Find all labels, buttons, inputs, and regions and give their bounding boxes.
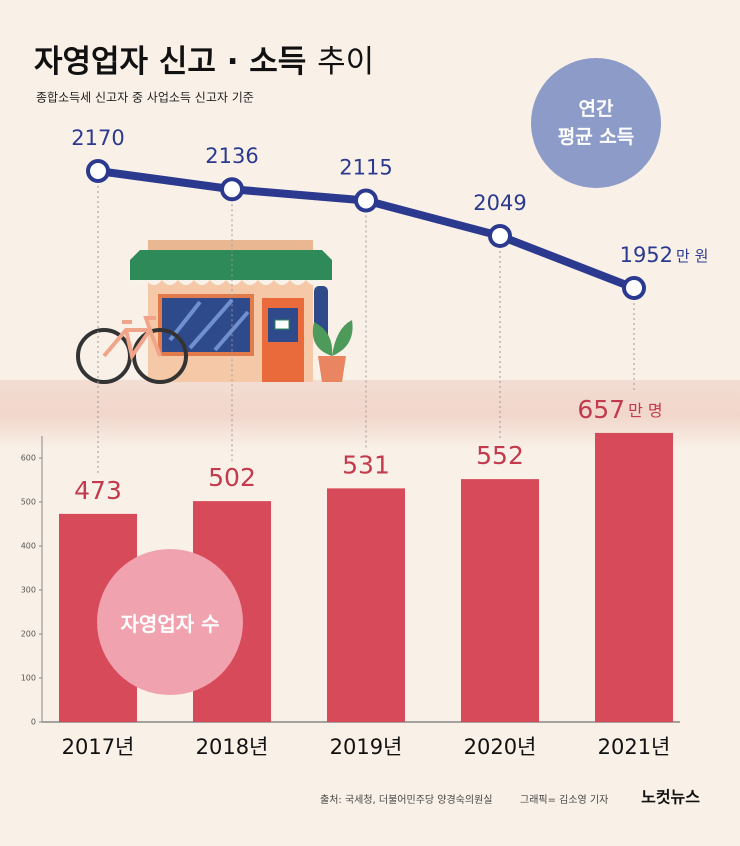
source: 출처: 국세청, 더불어민주당 양경숙의원실 xyxy=(320,793,492,806)
bar-value-label: 531 xyxy=(342,450,390,479)
bar-series-label: 자영업자 수 xyxy=(97,549,243,695)
line-series-label: 연간 평균 소득 xyxy=(531,58,661,188)
line-value-label: 2049 xyxy=(473,191,526,215)
bar-value-label: 502 xyxy=(208,463,256,492)
value: 502 xyxy=(208,463,256,492)
unit: 만 원 xyxy=(676,247,708,265)
bar xyxy=(595,432,673,722)
bar-value-label: 552 xyxy=(476,441,524,470)
bar-value-label: 657 만 명 xyxy=(577,395,662,424)
line-value-label: 2115 xyxy=(339,156,392,180)
x-tick-label: 2019년 xyxy=(330,735,403,759)
y-tick-label: 500 xyxy=(21,498,36,507)
y-tick-label: 100 xyxy=(21,674,36,683)
line-value-label: 2170 xyxy=(71,126,124,150)
y-tick-label: 400 xyxy=(21,542,36,551)
subtitle: 종합소득세 신고자 중 사업소득 신고자 기준 xyxy=(36,91,254,105)
line-marker xyxy=(354,188,378,213)
line-marker xyxy=(488,223,512,248)
y-tick-label: 300 xyxy=(21,586,36,595)
y-tick-label: 600 xyxy=(21,454,36,463)
line-value-label: 2136 xyxy=(205,144,258,168)
x-tick-label: 2018년 xyxy=(196,735,269,759)
line-marker xyxy=(86,159,110,183)
bar xyxy=(461,479,539,722)
x-tick-label: 2020년 xyxy=(464,735,537,759)
value: 2049 xyxy=(473,191,526,215)
shop-illustration xyxy=(76,240,353,384)
value: 657 xyxy=(577,395,625,424)
unit: 만 명 xyxy=(628,400,663,419)
value: 1952 xyxy=(620,243,673,267)
line-marker xyxy=(220,177,244,202)
chart-title: 자영업자 신고 · 소득 추이 xyxy=(34,44,374,80)
x-tick-label: 2017년 xyxy=(62,735,135,759)
line-value-label: 1952 만 원 xyxy=(620,243,709,267)
value: 531 xyxy=(342,450,390,479)
value: 2115 xyxy=(339,156,392,180)
value: 2170 xyxy=(71,126,124,150)
x-tick-label: 2021년 xyxy=(598,735,671,759)
bar xyxy=(327,488,405,722)
y-tick-label: 200 xyxy=(21,630,36,639)
value: 2136 xyxy=(205,144,258,168)
bar-value-label: 473 xyxy=(74,476,122,505)
credit: 그래픽= 김소영 기자 xyxy=(520,794,608,806)
value: 552 xyxy=(476,441,524,470)
line-marker xyxy=(622,276,646,300)
y-tick-label: 0 xyxy=(31,718,36,727)
logo: 노컷뉴스 xyxy=(641,788,700,807)
value: 473 xyxy=(74,476,122,505)
